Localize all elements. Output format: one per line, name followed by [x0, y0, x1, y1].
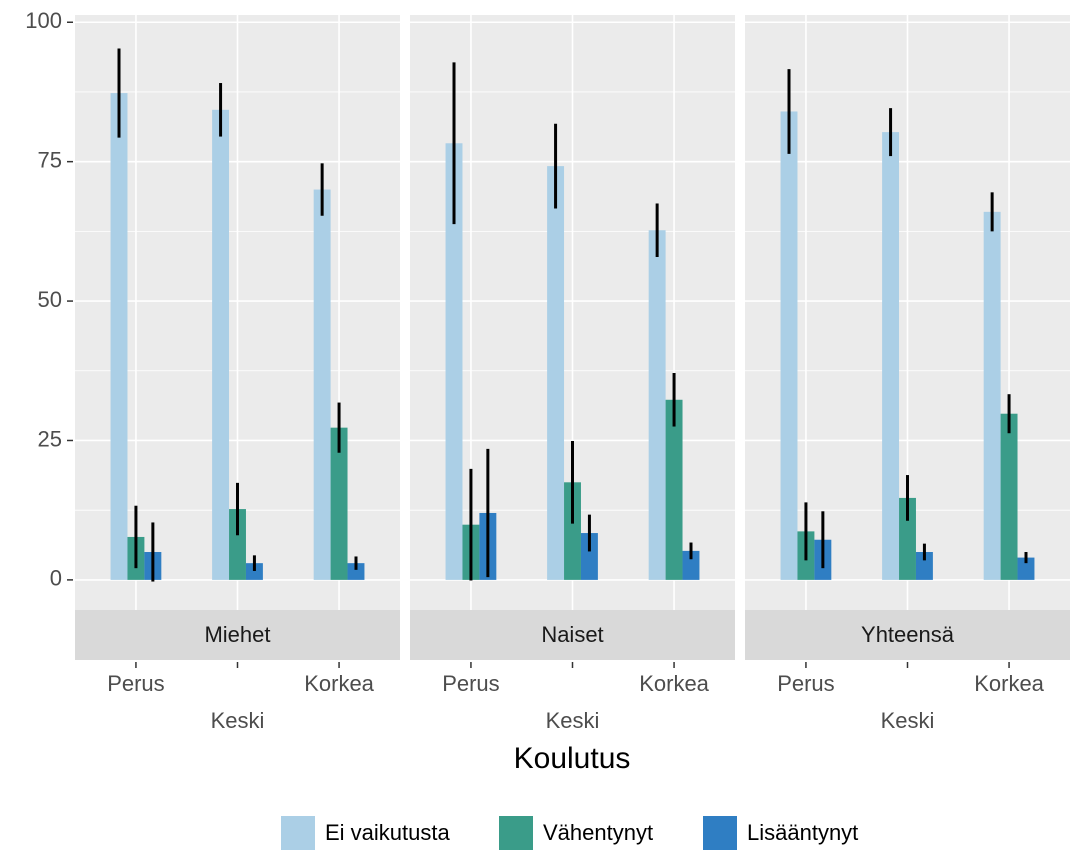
facet-title: Naiset [541, 622, 603, 647]
x-axis-title: Koulutus [514, 742, 631, 775]
bar [229, 509, 246, 580]
bar [580, 533, 598, 580]
x-tick-label: Keski [211, 708, 265, 733]
bar [110, 93, 128, 580]
x-tick-label: Korkea [304, 671, 374, 696]
bar [1017, 557, 1035, 580]
bar [212, 109, 230, 580]
strip [745, 610, 1070, 660]
x-tick-label: Keski [546, 708, 600, 733]
legend-swatch [703, 816, 737, 850]
bar [780, 111, 798, 580]
strip [410, 610, 735, 660]
bar [882, 132, 900, 580]
legend-label: Lisääntynyt [747, 820, 858, 845]
facet-title: Yhteensä [861, 622, 955, 647]
bar [915, 552, 933, 580]
x-tick-label: Perus [777, 671, 834, 696]
legend-label: Vähentynyt [543, 820, 653, 845]
y-tick-label: 0 [50, 566, 62, 591]
y-tick-label: 50 [38, 287, 62, 312]
legend-swatch [499, 816, 533, 850]
x-tick-label: Perus [442, 671, 499, 696]
bar [564, 482, 581, 580]
bar [547, 166, 565, 580]
facet-title: Miehet [204, 622, 270, 647]
y-tick-label: 100 [25, 8, 62, 33]
strip [75, 610, 400, 660]
bar [983, 211, 1001, 580]
bar [245, 563, 263, 580]
bar [682, 550, 700, 580]
x-tick-label: Keski [881, 708, 935, 733]
x-tick-label: Perus [107, 671, 164, 696]
bar [330, 427, 348, 580]
bar [665, 399, 683, 580]
bar [313, 189, 331, 580]
bar [347, 563, 365, 580]
legend-label: Ei vaikutusta [325, 820, 450, 845]
y-tick-label: 75 [38, 147, 62, 172]
bar [445, 143, 463, 580]
x-tick-label: Korkea [974, 671, 1044, 696]
bar [648, 230, 666, 580]
bar [899, 497, 916, 580]
legend-swatch [281, 816, 315, 850]
bar [1000, 413, 1018, 580]
x-tick-label: Korkea [639, 671, 709, 696]
y-tick-label: 25 [38, 426, 62, 451]
